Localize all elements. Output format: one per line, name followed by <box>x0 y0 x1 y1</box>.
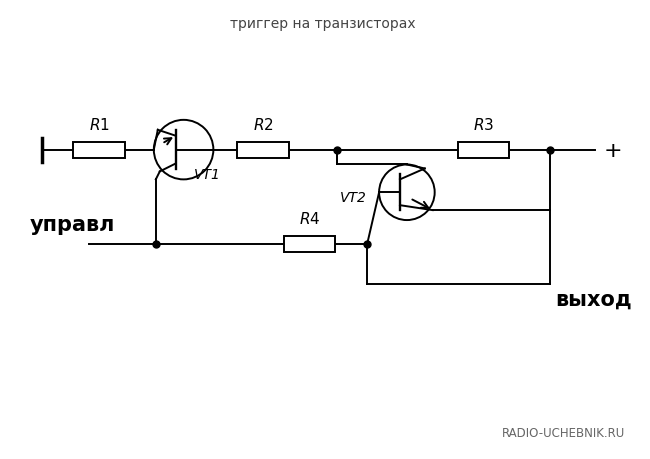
Text: VT2: VT2 <box>341 191 367 205</box>
Text: управл: управл <box>30 214 115 235</box>
Text: RADIO-UCHEBNIK.RU: RADIO-UCHEBNIK.RU <box>502 426 625 439</box>
Text: +: + <box>603 140 622 160</box>
Text: $R3$: $R3$ <box>473 117 494 133</box>
Text: $R1$: $R1$ <box>89 117 110 133</box>
Text: $R4$: $R4$ <box>299 211 320 227</box>
Bar <box>284 236 335 252</box>
Text: $R2$: $R2$ <box>253 117 274 133</box>
Bar <box>73 142 125 158</box>
Bar <box>458 142 509 158</box>
Bar <box>237 142 289 158</box>
Text: выход: выход <box>554 289 631 309</box>
Text: VT1: VT1 <box>194 168 220 182</box>
Text: триггер на транзисторах: триггер на транзисторах <box>229 17 415 31</box>
